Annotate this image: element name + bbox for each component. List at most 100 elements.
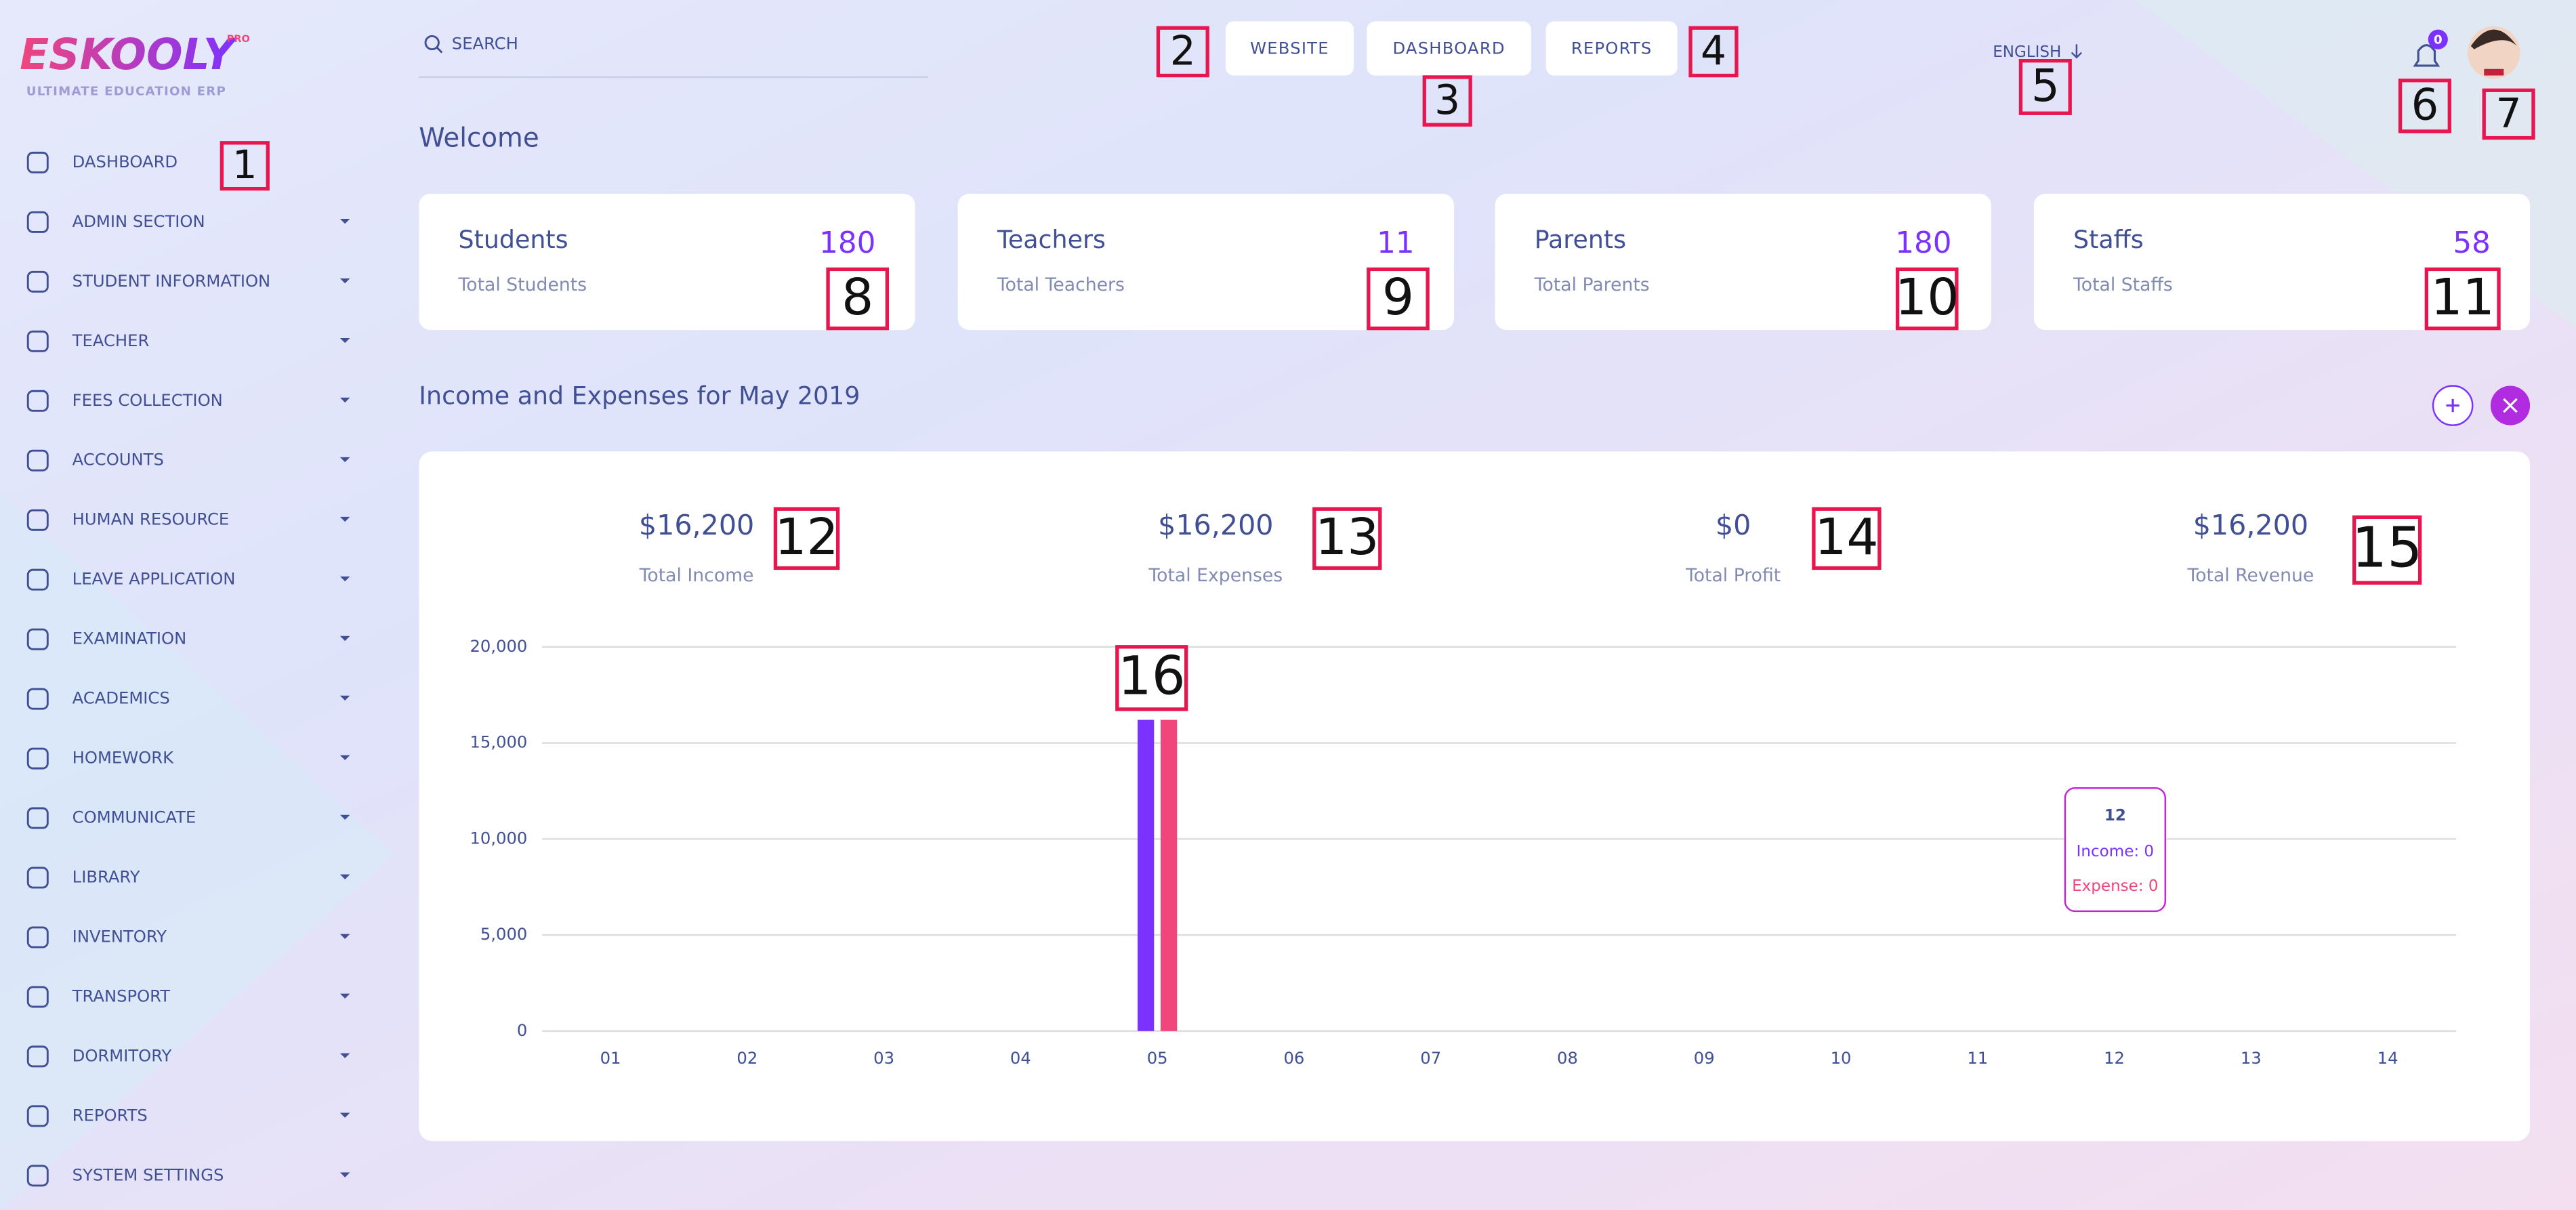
- sidebar-icon: [26, 509, 49, 531]
- x-tick-label: 01: [600, 1048, 621, 1068]
- sidebar-item[interactable]: TRANSPORT: [26, 986, 350, 1008]
- y-tick-label: 15,000: [470, 732, 528, 752]
- sidebar-label[interactable]: ACCOUNTS: [72, 450, 164, 470]
- sidebar-item[interactable]: HOMEWORK: [26, 748, 350, 770]
- card-title: Parents: [1535, 225, 1626, 254]
- summary-label: Total Income: [639, 565, 754, 586]
- sidebar-item[interactable]: EXAMINATION: [26, 629, 350, 650]
- annotation-label: 8: [842, 268, 873, 327]
- sidebar-item[interactable]: FEES COLLECTION: [26, 390, 350, 412]
- annotation-box: [1312, 507, 1382, 570]
- sidebar-item[interactable]: COMMUNICATE: [26, 807, 350, 829]
- sidebar-icon: [26, 807, 49, 829]
- sidebar-label[interactable]: LIBRARY: [72, 867, 140, 887]
- annotation-label: 10: [1895, 268, 1959, 327]
- sidebar-label[interactable]: DORMITORY: [72, 1045, 172, 1065]
- bar: [1160, 719, 1178, 1031]
- notification-count: 0: [2434, 33, 2443, 47]
- caret: [339, 1172, 350, 1177]
- top-button[interactable]: [1225, 21, 1354, 76]
- stat-card: [1495, 193, 1991, 331]
- sidebar-label[interactable]: FEES COLLECTION: [72, 390, 223, 410]
- caret: [339, 576, 350, 582]
- top-button-label[interactable]: DASHBOARD: [1392, 39, 1505, 58]
- y-tick-label: 5,000: [480, 924, 527, 944]
- tooltip: [2064, 787, 2167, 913]
- annotation-box: [2018, 58, 2072, 115]
- caret: [339, 755, 350, 761]
- bell-icon[interactable]: [2413, 44, 2440, 67]
- sidebar-item[interactable]: HUMAN RESOURCE: [26, 509, 350, 531]
- sidebar-label[interactable]: COMMUNICATE: [72, 808, 196, 827]
- sidebar-label[interactable]: HOMEWORK: [72, 748, 174, 768]
- sidebar-icon: [26, 568, 49, 591]
- sidebar-item[interactable]: ADMIN SECTION: [26, 211, 350, 233]
- sidebar-icon: [26, 867, 49, 889]
- sidebar-item[interactable]: SYSTEM SETTINGS: [26, 1165, 350, 1187]
- top-button[interactable]: [1367, 21, 1531, 76]
- sidebar-item[interactable]: STUDENT INFORMATION: [26, 271, 350, 293]
- top-button-label[interactable]: WEBSITE: [1250, 39, 1329, 58]
- top-button[interactable]: [1545, 21, 1678, 76]
- annotation-label: 13: [1315, 508, 1379, 566]
- welcome: Welcome: [419, 123, 539, 153]
- search-icon: [436, 47, 443, 54]
- avatar-hair: [2470, 29, 2517, 49]
- annotation-label: 15: [2352, 516, 2423, 581]
- card-count: 58: [2453, 226, 2491, 260]
- sidebar-label[interactable]: REPORTS: [72, 1105, 148, 1125]
- annotation-box: [826, 267, 890, 331]
- caret: [339, 516, 350, 522]
- annotation-label: 2: [1170, 28, 1196, 75]
- x-tick-label: 03: [873, 1048, 894, 1068]
- caret: [339, 695, 350, 701]
- annotation-box: [1422, 75, 1472, 127]
- caret: [339, 1053, 350, 1058]
- sidebar-label[interactable]: ADMIN SECTION: [72, 211, 205, 231]
- x-tick-label: 07: [1420, 1048, 1441, 1068]
- sidebar-icon: [26, 1045, 49, 1068]
- sidebar-label[interactable]: ACADEMICS: [72, 688, 170, 708]
- sidebar-label[interactable]: LEAVE APPLICATION: [72, 569, 236, 589]
- sidebar-label[interactable]: EXAMINATION: [72, 629, 187, 648]
- annotation-label: 4: [1701, 28, 1726, 75]
- sidebar-item[interactable]: ACCOUNTS: [26, 450, 350, 472]
- card-count: 180: [819, 226, 875, 260]
- stat-card: [419, 193, 915, 331]
- caret: [339, 934, 350, 939]
- x-tick-label: 14: [2377, 1048, 2398, 1068]
- sidebar-item[interactable]: LEAVE APPLICATION: [26, 568, 350, 591]
- sidebar-icon: [26, 688, 49, 710]
- sidebar-item[interactable]: TEACHER: [26, 331, 350, 352]
- sidebar-icon: [26, 1105, 49, 1127]
- sidebar-item[interactable]: LIBRARY: [26, 867, 350, 889]
- x-tick-label: 05: [1147, 1048, 1168, 1068]
- sidebar-label[interactable]: HUMAN RESOURCE: [72, 509, 230, 529]
- sidebar-item[interactable]: INVENTORY: [26, 926, 350, 948]
- sidebar-item[interactable]: DASHBOARD: [26, 151, 178, 173]
- sidebar-label[interactable]: DASHBOARD: [72, 152, 178, 171]
- sidebar-item[interactable]: DORMITORY: [26, 1045, 350, 1068]
- annotation-label: 6: [2411, 80, 2439, 130]
- sidebar-item[interactable]: REPORTS: [26, 1105, 350, 1127]
- sidebar-label[interactable]: INVENTORY: [72, 926, 167, 946]
- top-button-label[interactable]: REPORTS: [1571, 39, 1653, 58]
- language[interactable]: ENGLISH: [1993, 43, 2061, 61]
- x-tick-label: 02: [736, 1048, 757, 1068]
- sidebar-icon: [26, 151, 49, 173]
- avatar-bowtie: [2484, 68, 2504, 76]
- search-input[interactable]: SEARCH: [452, 33, 518, 53]
- annotation-box: [1156, 26, 1209, 78]
- sidebar-label[interactable]: SYSTEM SETTINGS: [72, 1165, 224, 1184]
- language-arrow: [2071, 44, 2083, 59]
- annotation-box: [1115, 645, 1188, 711]
- annotation-box: [773, 507, 840, 570]
- sidebar-label[interactable]: STUDENT INFORMATION: [72, 271, 271, 291]
- logo-tagline: ULTIMATE EDUCATION ERP: [26, 85, 226, 99]
- tooltip-title: 12: [2104, 807, 2126, 825]
- sidebar-label[interactable]: TEACHER: [72, 331, 150, 350]
- sidebar-label[interactable]: TRANSPORT: [72, 986, 171, 1005]
- summary-value: $0: [1716, 509, 1751, 541]
- sidebar-item[interactable]: ACADEMICS: [26, 688, 350, 710]
